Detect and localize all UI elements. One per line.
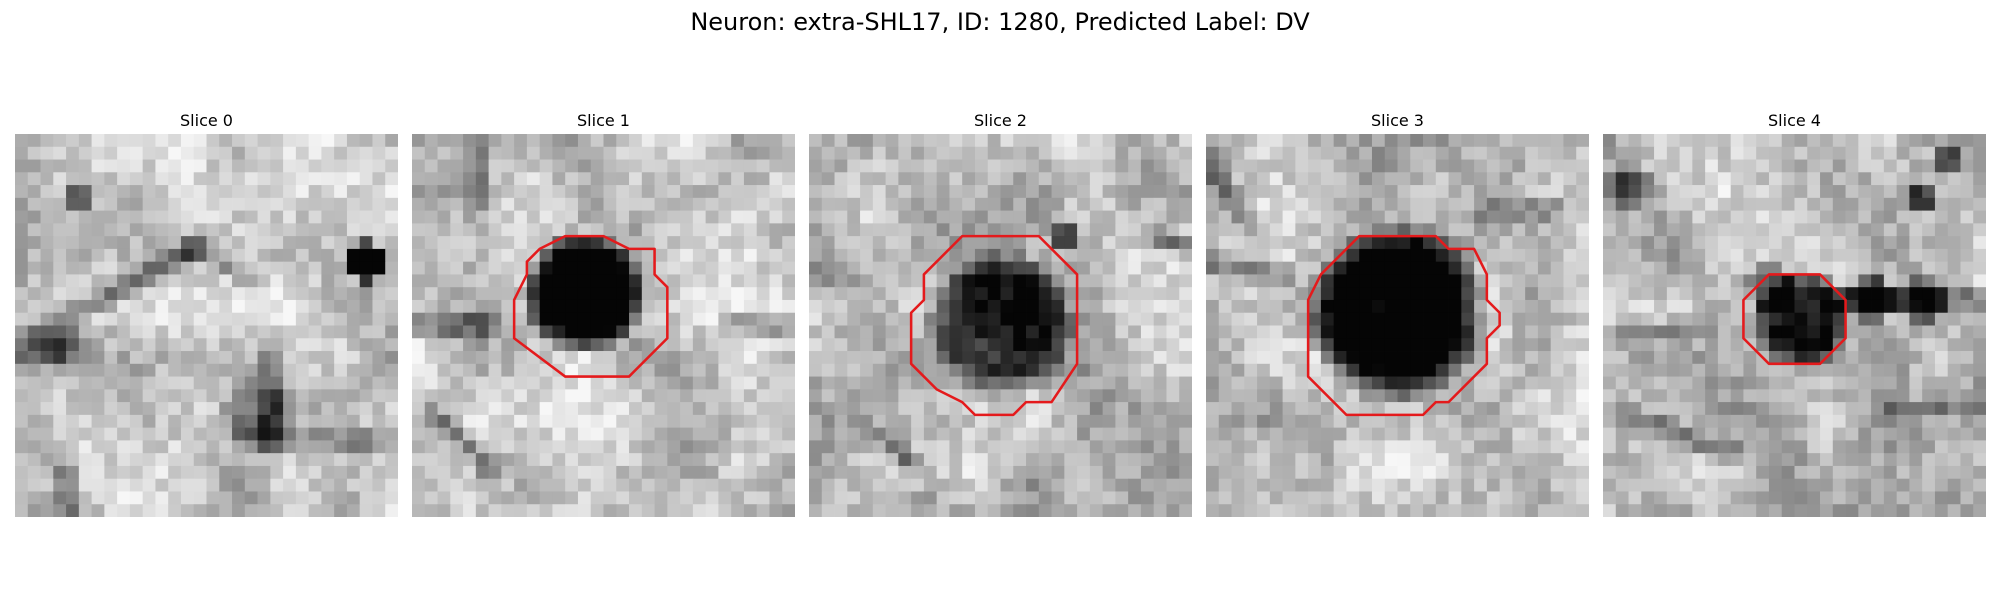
slice-title: Slice 1 [577, 111, 630, 130]
slice-title: Slice 3 [1371, 111, 1424, 130]
slice-panel-2: Slice 2 [809, 108, 1192, 517]
slice-image [809, 134, 1192, 517]
slice-panel-0: Slice 0 [15, 108, 398, 517]
figure-title: Neuron: extra-SHL17, ID: 1280, Predicted… [690, 8, 1310, 36]
neuron-contour [909, 234, 1079, 417]
neuron-contour [1306, 234, 1501, 417]
slice-title: Slice 4 [1768, 111, 1821, 130]
slice-image [1603, 134, 1986, 517]
neuron-contour [1742, 273, 1847, 366]
slice-panel-1: Slice 1 [412, 108, 795, 517]
slice-panel-4: Slice 4 [1603, 108, 1986, 517]
slice-image [1206, 134, 1589, 517]
slice-panel-3: Slice 3 [1206, 108, 1589, 517]
neuron-contour [512, 234, 669, 378]
slice-image [412, 134, 795, 517]
slice-image [15, 134, 398, 517]
slice-title: Slice 0 [180, 111, 233, 130]
slice-title: Slice 2 [974, 111, 1027, 130]
